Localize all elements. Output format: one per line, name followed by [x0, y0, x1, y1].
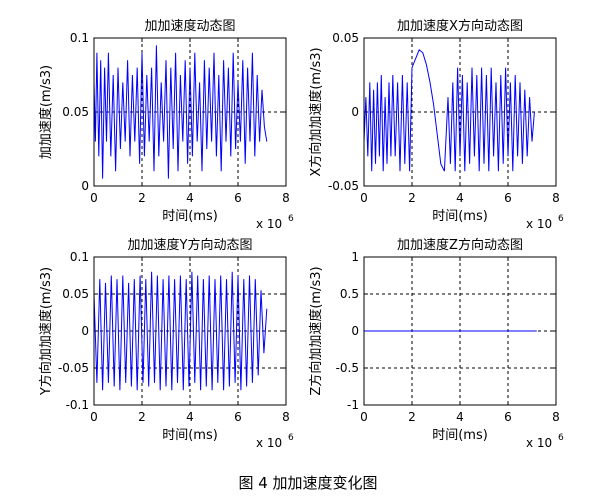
plot-frame	[363, 256, 557, 406]
x-tick-label: 0	[360, 410, 368, 424]
y-tick-label: -0.5	[336, 361, 359, 375]
x-axis-label: 时间(ms)	[432, 428, 488, 443]
x-tick-label: 0	[360, 191, 368, 205]
x-tick-label: 6	[234, 410, 242, 424]
x-tick-label: 4	[186, 191, 194, 205]
y-tick-label: -0.05	[58, 361, 89, 375]
x-tick-label: 2	[408, 410, 416, 424]
x-axis-label: 时间(ms)	[162, 428, 218, 443]
series-line	[93, 271, 268, 391]
y-tick-label: 0.1	[70, 250, 89, 264]
y-tick-label: 0.05	[332, 31, 359, 45]
x-axis-label: 时间(ms)	[162, 209, 218, 224]
plot-frame	[93, 256, 287, 406]
y-tick-label: 0.05	[62, 287, 89, 301]
x-exponent-label: x 10	[526, 217, 552, 231]
x-tick-label: 6	[504, 191, 512, 205]
y-tick-label: -0.1	[66, 398, 89, 412]
x-exponent-power: 6	[288, 214, 294, 224]
x-tick-label: 8	[282, 410, 290, 424]
y-tick-label: 0.05	[62, 105, 89, 119]
x-tick-label: 4	[456, 191, 464, 205]
x-tick-label: 4	[186, 410, 194, 424]
x-exponent-power: 6	[288, 433, 294, 443]
y-tick-label: 0	[81, 324, 89, 338]
x-exponent-label: x 10	[256, 217, 282, 231]
y-tick-label: -0.05	[328, 179, 359, 193]
y-tick-label: 1	[351, 250, 359, 264]
y-axis-label: X方向加加速度(m/s3)	[308, 47, 324, 176]
x-tick-label: 0	[90, 191, 98, 205]
x-tick-label: 6	[234, 191, 242, 205]
y-axis-label: Y方向加加速度(m/s3)	[38, 267, 54, 396]
x-tick-label: 2	[138, 191, 146, 205]
x-exponent-label: x 10	[256, 436, 282, 450]
y-tick-label: 0	[351, 105, 359, 119]
y-tick-label: 0	[81, 179, 89, 193]
series-line	[363, 48, 535, 172]
plot-frame	[93, 37, 287, 187]
y-axis-label: 加加速度(m/s3)	[38, 65, 54, 159]
x-tick-label: 2	[138, 410, 146, 424]
figure-caption: 图 4 加加速度变化图	[238, 474, 378, 492]
x-tick-label: 0	[90, 410, 98, 424]
y-tick-label: 0.1	[70, 31, 89, 45]
plot-frame	[363, 37, 557, 187]
y-axis-label: Z方向加加速度(m/s3)	[308, 266, 324, 395]
x-axis-label: 时间(ms)	[432, 209, 488, 224]
chart-title: 加加速度Z方向动态图	[397, 237, 523, 253]
x-exponent-power: 6	[558, 433, 564, 443]
x-exponent-power: 6	[558, 214, 564, 224]
x-tick-label: 6	[504, 410, 512, 424]
x-tick-label: 8	[552, 191, 560, 205]
series-line	[93, 45, 268, 179]
x-tick-label: 8	[552, 410, 560, 424]
chart-title: 加加速度动态图	[144, 18, 235, 34]
x-tick-label: 4	[456, 410, 464, 424]
y-tick-label: 0	[351, 324, 359, 338]
y-tick-label: 0.5	[340, 287, 359, 301]
x-exponent-label: x 10	[526, 436, 552, 450]
x-tick-label: 2	[408, 191, 416, 205]
x-tick-label: 8	[282, 191, 290, 205]
chart-title: 加加速度Y方向动态图	[128, 237, 253, 253]
chart-title: 加加速度X方向动态图	[397, 18, 523, 34]
y-tick-label: -1	[347, 398, 359, 412]
